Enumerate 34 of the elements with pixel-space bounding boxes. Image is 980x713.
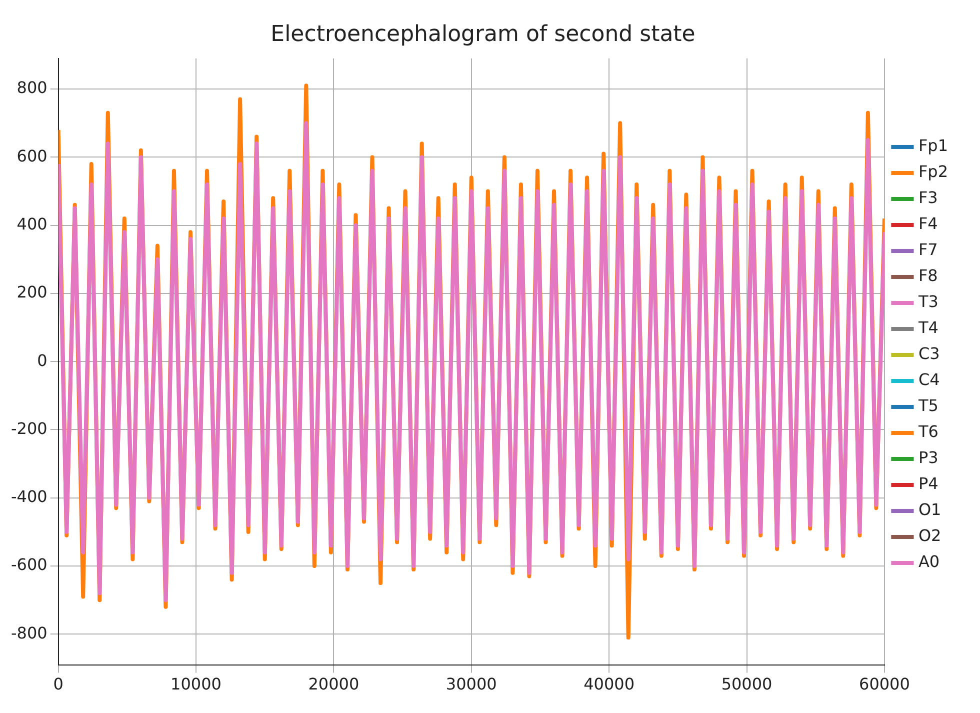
- legend-label: T3: [917, 292, 938, 312]
- legend-label: Fp1: [918, 136, 948, 156]
- y-tick-label: 400: [16, 214, 48, 234]
- legend-label: C3: [918, 344, 940, 364]
- legend-label: Fp2: [918, 162, 948, 182]
- x-tick-label: 20000: [308, 674, 360, 694]
- legend-label: T6: [917, 422, 938, 442]
- legend-label: A0: [918, 552, 940, 572]
- x-tick-label: 60000: [859, 674, 910, 694]
- x-tick-label: 30000: [446, 674, 497, 694]
- legend-label: F4: [918, 214, 938, 234]
- legend-label: F7: [918, 240, 938, 260]
- y-tick-label: 800: [16, 78, 48, 98]
- legend-label: F8: [918, 266, 938, 286]
- x-tick-label: 10000: [170, 674, 222, 694]
- y-tick-label: -400: [11, 487, 48, 506]
- legend-label: P3: [918, 448, 938, 468]
- chart-title: Electroencephalogram of second state: [270, 22, 696, 47]
- legend-label: O2: [918, 526, 942, 546]
- x-tick-label: 40000: [584, 674, 635, 694]
- x-tick-label: 0: [53, 674, 64, 694]
- y-tick-label: 0: [37, 350, 48, 370]
- y-tick-label: 200: [16, 282, 48, 302]
- y-tick-label: -200: [11, 418, 48, 438]
- legend-label: C4: [918, 370, 940, 390]
- y-tick-label: -800: [11, 623, 48, 642]
- legend-label: T4: [917, 318, 938, 338]
- legend-label: O1: [918, 500, 942, 520]
- x-tick-label: 50000: [721, 674, 772, 694]
- legend-label: P4: [918, 474, 938, 494]
- legend-label: F3: [918, 188, 938, 208]
- y-tick-label: -600: [11, 555, 48, 574]
- legend-label: T5: [917, 396, 938, 416]
- y-tick-label: 600: [16, 146, 48, 166]
